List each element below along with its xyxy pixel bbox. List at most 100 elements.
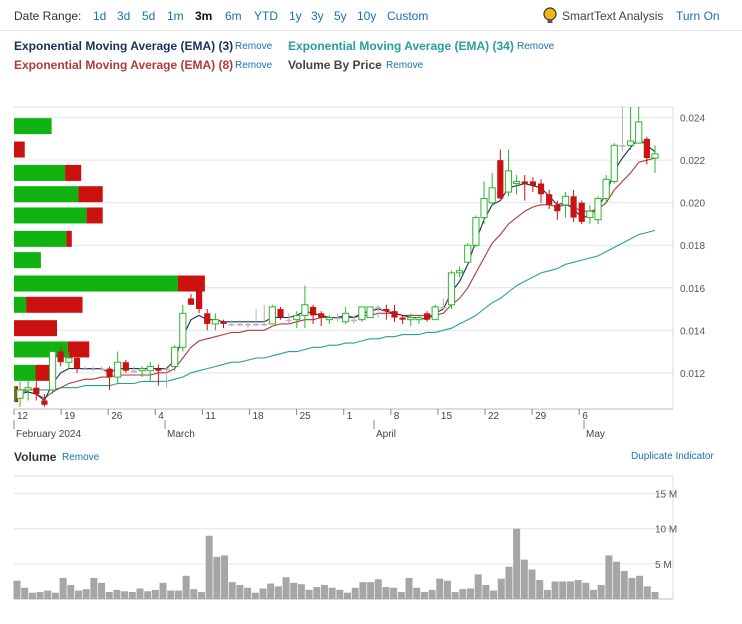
volume-bar xyxy=(382,587,390,599)
date-tick-label: 15 xyxy=(441,411,453,422)
volume-bar xyxy=(551,581,559,599)
volume-bar xyxy=(420,591,428,599)
vbp-up-bar xyxy=(14,164,66,181)
volume-bar xyxy=(121,591,129,599)
volume-bar xyxy=(21,587,29,599)
range-1d-button[interactable]: 1d xyxy=(93,9,107,23)
volume-remove-button[interactable]: Remove xyxy=(62,452,100,463)
indicator-ema34-remove[interactable]: Remove xyxy=(517,41,555,52)
candle-body xyxy=(285,319,292,322)
volume-axis: 5 M 10 M 15 M xyxy=(655,490,677,571)
date-tick-label: 11 xyxy=(205,411,216,422)
candle-body xyxy=(513,180,521,185)
indicator-ema3-remove[interactable]: Remove xyxy=(235,41,273,52)
candle-body xyxy=(98,368,105,371)
candles xyxy=(16,107,659,407)
vbp-down-bar xyxy=(66,230,72,247)
range-ytd-button[interactable]: YTD xyxy=(254,9,278,23)
lightbulb-icon xyxy=(543,7,557,23)
volume-bar xyxy=(636,575,644,599)
volume-bar xyxy=(51,592,59,599)
volume-bar xyxy=(590,589,598,599)
candle-body xyxy=(73,357,81,369)
range-5y-button[interactable]: 5y xyxy=(334,9,347,23)
volume-bar xyxy=(205,535,213,599)
candle-body xyxy=(82,368,89,371)
candle-body xyxy=(163,368,170,371)
candle-body xyxy=(578,202,585,222)
month-label: May xyxy=(586,429,605,440)
volume-bar xyxy=(459,589,467,599)
month-label: February 2024 xyxy=(16,429,81,440)
candle-body xyxy=(423,313,431,320)
vbp-up-bar xyxy=(14,296,27,313)
volume-bar xyxy=(320,584,328,599)
volume-bar xyxy=(628,577,636,599)
volume-bar xyxy=(197,591,205,599)
candle-body xyxy=(602,178,610,199)
candle-body xyxy=(626,140,635,146)
volume-bar xyxy=(36,591,44,599)
price-tick-label: 0.022 xyxy=(680,156,705,167)
volume-bar xyxy=(44,590,52,599)
candle-body xyxy=(480,197,488,219)
vbp-up-bar xyxy=(14,275,178,292)
volume-bar xyxy=(190,589,198,599)
volume-bar xyxy=(436,578,444,599)
candle-body xyxy=(277,309,284,318)
range-3y-button[interactable]: 3y xyxy=(311,9,324,23)
volume-bar xyxy=(613,561,621,599)
volume-bar xyxy=(359,582,367,599)
candle-body xyxy=(375,306,382,309)
candle-body xyxy=(610,144,618,182)
indicator-ema34-label: Exponential Moving Average (EMA) (34) xyxy=(288,39,514,53)
volume-bar xyxy=(582,582,590,599)
candle-body xyxy=(211,319,219,325)
candle-body xyxy=(204,313,211,324)
volume-bar xyxy=(136,588,144,599)
candle-body xyxy=(456,270,464,274)
vbp-down-bar xyxy=(67,341,90,358)
volume-tick-label: 10 M xyxy=(655,525,677,536)
volume-bar xyxy=(113,589,121,599)
date-tick-label: 8 xyxy=(394,411,400,422)
price-axis: 0.012 0.014 0.016 0.018 0.020 0.022 0.024 xyxy=(680,114,705,380)
candle-body xyxy=(383,309,390,312)
indicator-ema8-remove[interactable]: Remove xyxy=(235,60,273,71)
volume-chart: 5 M 10 M 15 M xyxy=(13,475,677,600)
range-1y-button[interactable]: 1y xyxy=(289,9,302,23)
indicator-vbp-remove[interactable]: Remove xyxy=(386,60,424,71)
candle-body xyxy=(546,194,553,205)
vbp-down-bar xyxy=(14,320,58,337)
candle-body xyxy=(41,400,48,405)
range-6m-button[interactable]: 6m xyxy=(225,9,242,23)
price-tick-label: 0.020 xyxy=(680,199,705,210)
volume-bar xyxy=(536,580,544,599)
candle-body xyxy=(643,138,650,159)
volume-bar xyxy=(482,584,490,599)
volume-bar xyxy=(267,583,275,599)
duplicate-indicator-button[interactable]: Duplicate Indicator xyxy=(631,451,714,462)
range-3m-button[interactable]: 3m xyxy=(195,9,213,23)
candle-body xyxy=(334,317,341,320)
vbp-down-bar xyxy=(78,186,103,203)
range-custom-button[interactable]: Custom xyxy=(387,9,429,23)
volume-bar xyxy=(144,591,152,599)
range-1m-button[interactable]: 1m xyxy=(167,9,184,23)
date-tick-label: 1 xyxy=(347,411,353,422)
volume-bar xyxy=(244,587,252,599)
candle-body xyxy=(399,317,406,320)
volume-bar xyxy=(297,584,305,599)
candle-body xyxy=(261,323,268,326)
range-10y-button[interactable]: 10y xyxy=(357,9,377,23)
indicator-vbp-label: Volume By Price xyxy=(288,58,382,72)
candle-body xyxy=(228,323,235,326)
candle-body xyxy=(244,323,252,326)
range-3d-button[interactable]: 3d xyxy=(117,9,131,23)
range-5d-button[interactable]: 5d xyxy=(142,9,156,23)
smarttext-toggle-button[interactable]: Turn On xyxy=(676,9,720,23)
candle-body xyxy=(122,362,129,371)
volume-bar xyxy=(443,580,451,599)
vbp-up-bar xyxy=(14,364,36,381)
candle-body xyxy=(252,323,260,326)
